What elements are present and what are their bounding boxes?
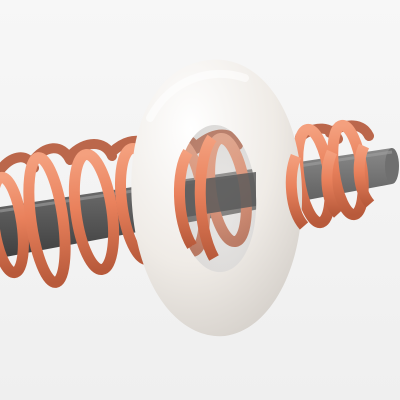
render-canvas bbox=[0, 0, 400, 400]
